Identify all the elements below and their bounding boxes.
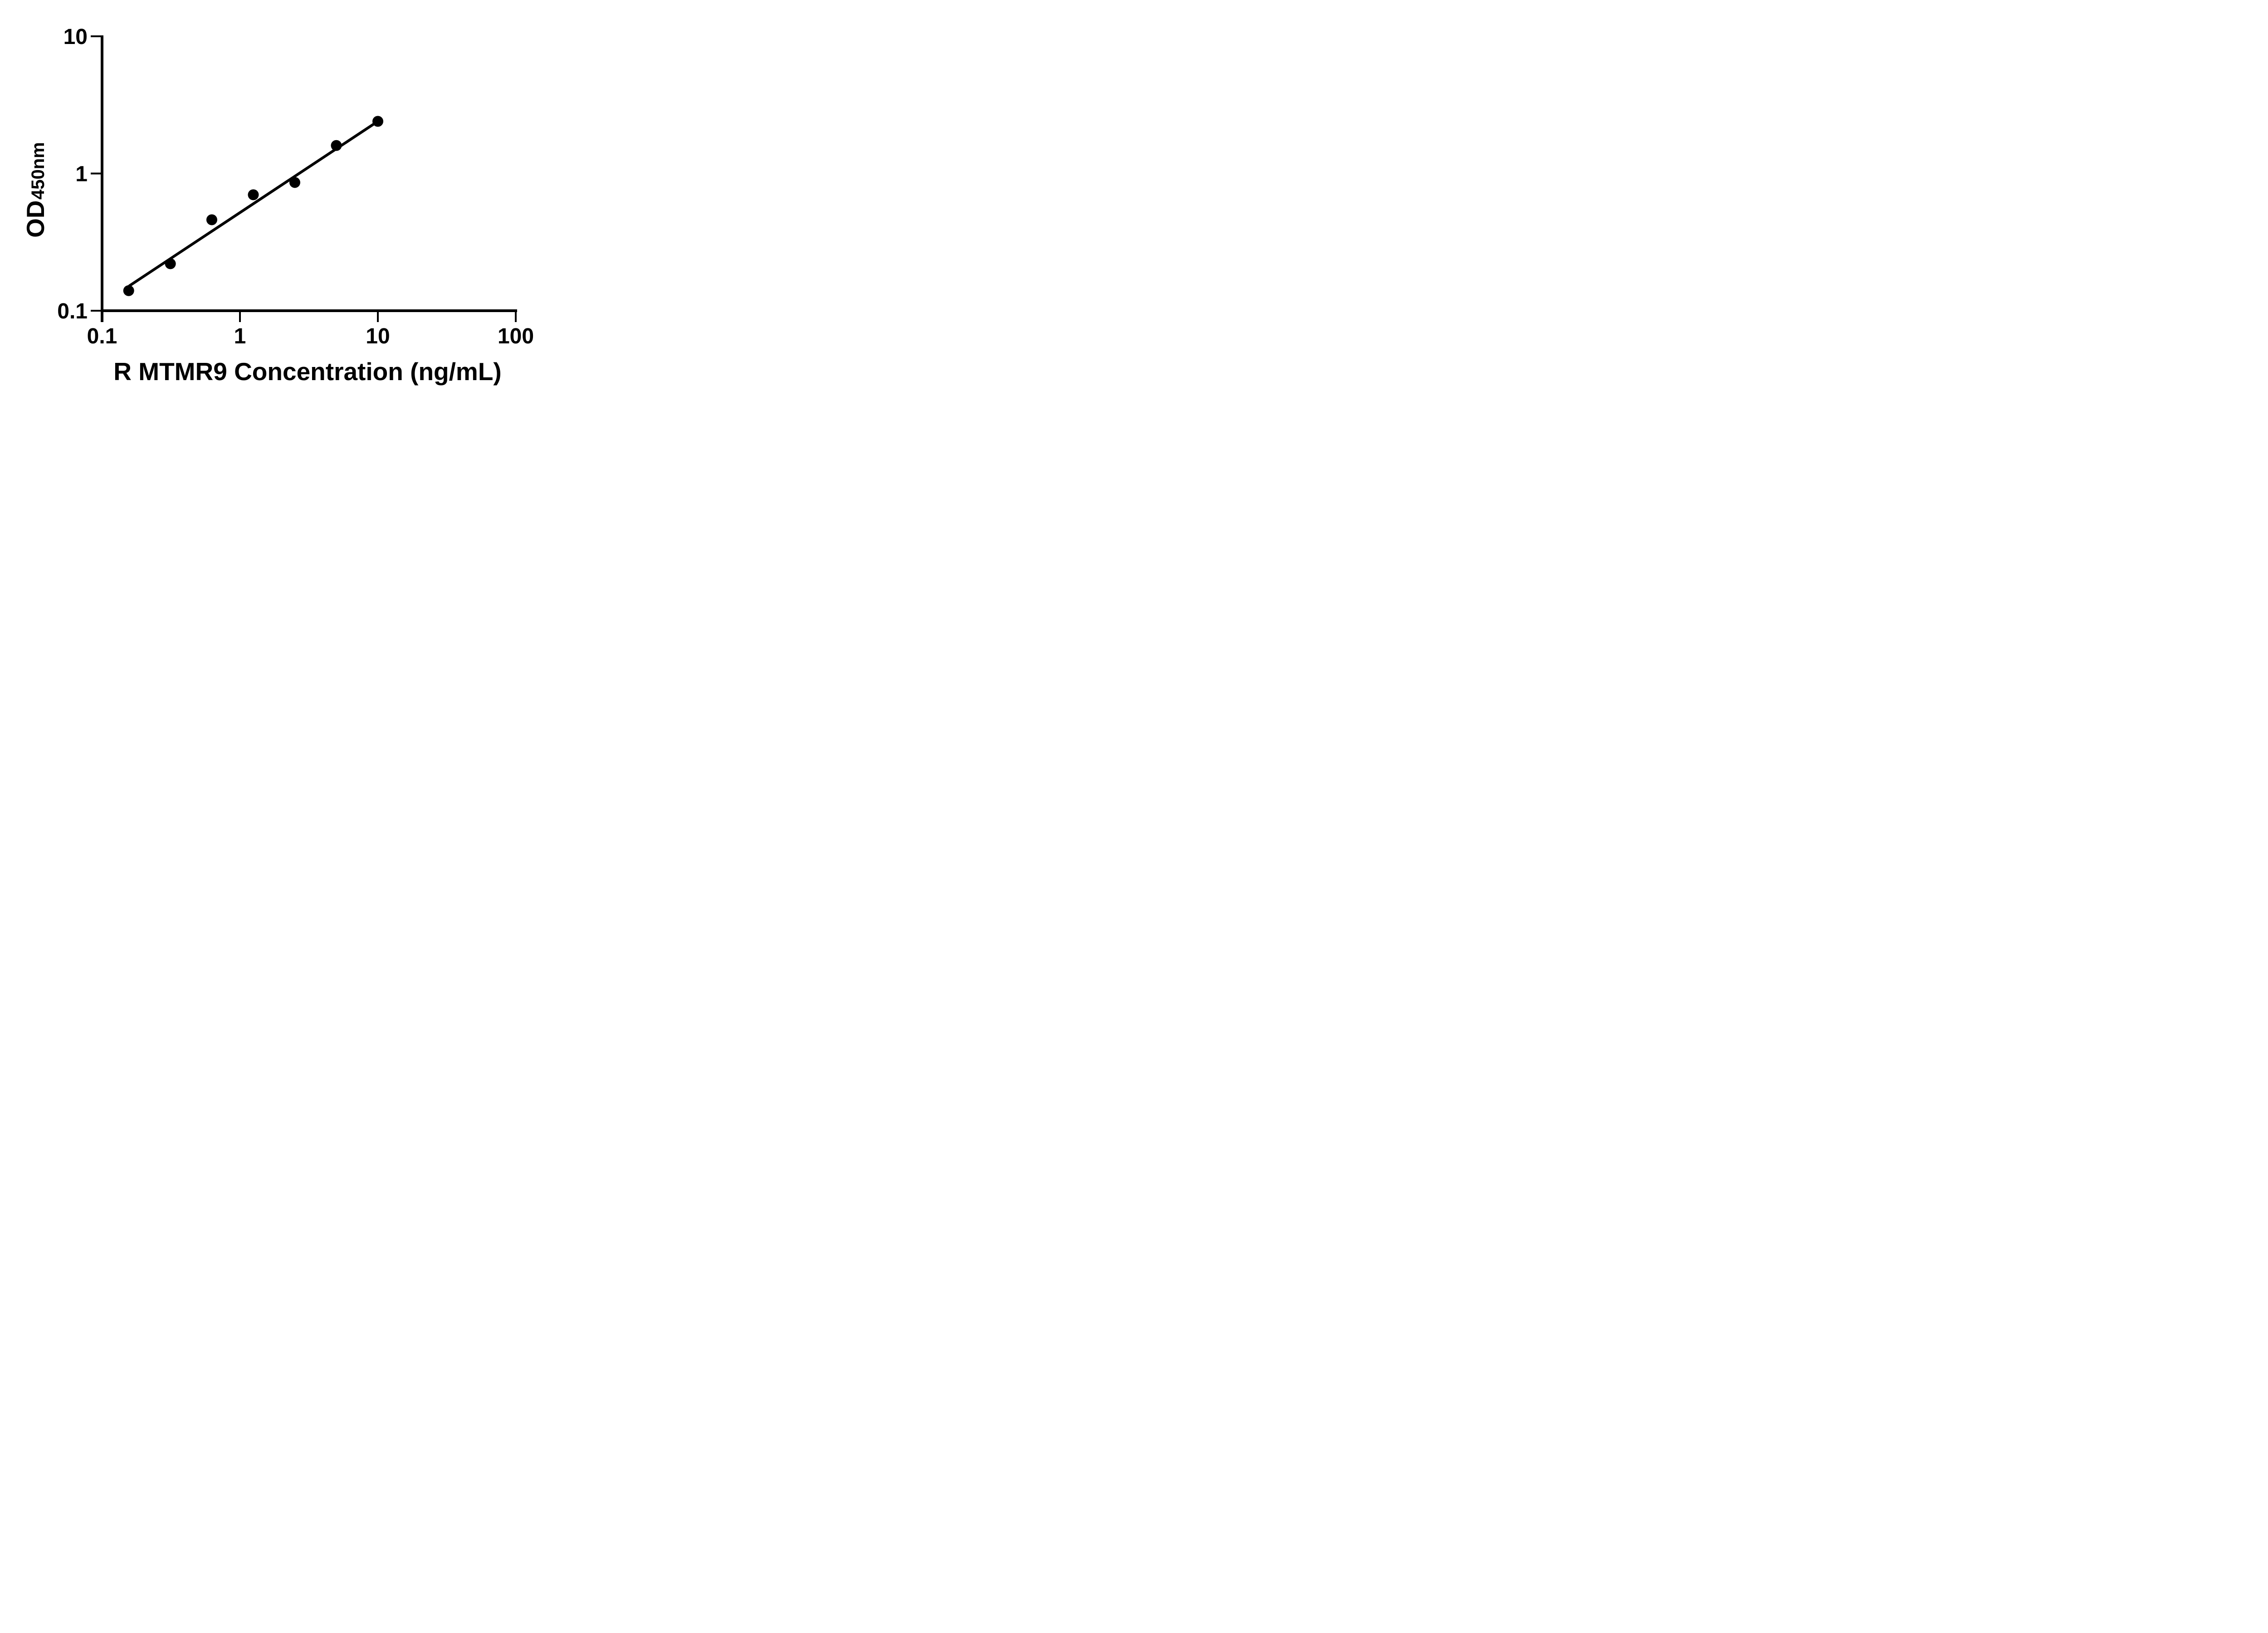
tick-labels: 10 1 0.10.1 1 10 100 — [57, 25, 534, 348]
standard-curve-dot — [123, 285, 134, 296]
standard-curve-dot — [331, 140, 342, 151]
y-axis-title: OD 450nm — [21, 142, 49, 238]
y-axis-title-main: OD — [21, 200, 49, 238]
chart-canvas: 10 1 0.10.1 1 10 100 R MTMR9 Concentration (n… — [21, 25, 534, 386]
y-tick-label: 10 — [64, 25, 88, 49]
x-tick-label: 10 — [366, 324, 390, 348]
x-axis-title: R MTMR9 Concentration (ng/mL) — [113, 357, 501, 386]
axes — [91, 35, 517, 322]
standard-curve-dot — [372, 116, 383, 127]
y-axis-title-subscript: 450nm — [28, 142, 48, 200]
data-points-layer — [123, 116, 383, 296]
elisa-standard-curve-figure: 10 1 0.1 0.1 1 10 100 R MTMR9 Concentration (n… — [0, 0, 572, 408]
standard-curve-dot — [206, 214, 217, 225]
x-tick-label: 0.1 — [87, 324, 117, 348]
standard-curve-dot — [289, 177, 300, 188]
standard-curve-dot — [248, 189, 259, 200]
y-tick-label: 0.1 — [57, 299, 88, 323]
x-tick-label: 1 — [234, 324, 246, 348]
y-tick-label: 1 — [75, 162, 88, 186]
standard-curve-dot — [165, 258, 176, 269]
x-tick-label: 100 — [498, 324, 534, 348]
